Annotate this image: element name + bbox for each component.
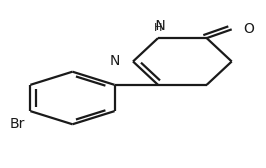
Text: N: N [151, 3, 165, 33]
Text: Br: Br [10, 117, 25, 131]
Text: H: H [154, 23, 162, 33]
Text: N: N [110, 54, 120, 69]
Text: O: O [243, 22, 254, 36]
